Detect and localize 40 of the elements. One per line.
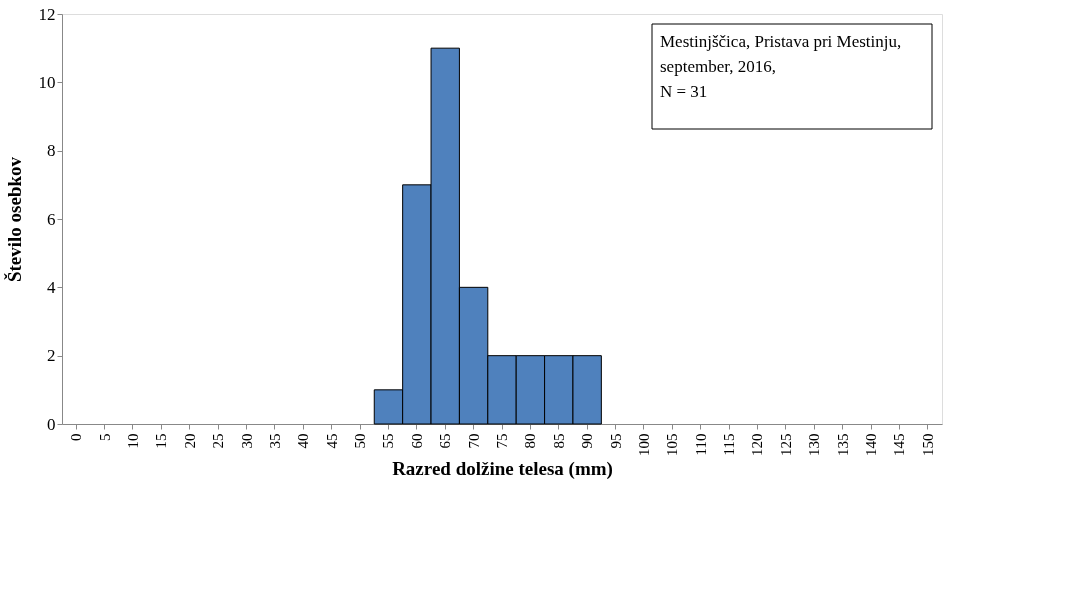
x-tick-label: 45 <box>323 433 340 449</box>
x-tick-label: 20 <box>181 433 198 449</box>
y-tick-label: 8 <box>47 141 56 161</box>
x-tick-label: 150 <box>919 433 936 456</box>
x-tick-label: 85 <box>550 433 567 449</box>
x-tick-label: 15 <box>153 433 170 449</box>
y-tick-label: 4 <box>47 277 56 297</box>
x-tick-label: 95 <box>607 433 624 449</box>
x-tick-label: 130 <box>806 433 823 456</box>
x-tick-label: 80 <box>522 433 539 449</box>
x-tick-label: 120 <box>749 433 766 456</box>
y-tick-label: 12 <box>38 4 56 24</box>
x-tick-label: 35 <box>266 433 283 449</box>
x-tick-label: 75 <box>494 433 510 449</box>
x-tick-label: 55 <box>380 433 397 449</box>
x-tick-label: 30 <box>238 433 255 449</box>
y-axis-title: Število osebkov <box>3 156 25 283</box>
x-tick-label: 140 <box>863 433 880 456</box>
x-tick-label: 115 <box>721 433 738 456</box>
x-tick-label: 110 <box>692 433 709 456</box>
x-tick-label: 90 <box>579 433 596 449</box>
x-tick-label: 125 <box>777 433 794 456</box>
y-tick-label: 6 <box>47 209 56 229</box>
annotation: Mestinjščica, Pristava pri Mestinju, september, 2016, N = 31 <box>660 32 902 101</box>
x-tick-label: 0 <box>68 433 85 441</box>
y-tick-label: 10 <box>38 72 56 92</box>
x-tick-label: 135 <box>834 433 851 456</box>
x-tick-label: 5 <box>96 433 113 441</box>
y-tick-label: 2 <box>47 346 56 366</box>
x-tick-label: 70 <box>465 433 482 449</box>
x-tick-label: 60 <box>408 433 425 449</box>
x-tick-label: 50 <box>352 433 369 449</box>
x-tick-label: 10 <box>124 433 141 449</box>
x-tick-label: 105 <box>664 433 681 456</box>
x-tick-label: 40 <box>295 433 312 449</box>
x-tick-label: 100 <box>635 433 652 456</box>
x-tick-label: 65 <box>437 433 454 449</box>
x-axis-title: Razred dolžine telesa (mm) <box>392 458 613 480</box>
x-tick-label: 145 <box>891 433 908 456</box>
x-tick-label: 25 <box>210 433 227 449</box>
